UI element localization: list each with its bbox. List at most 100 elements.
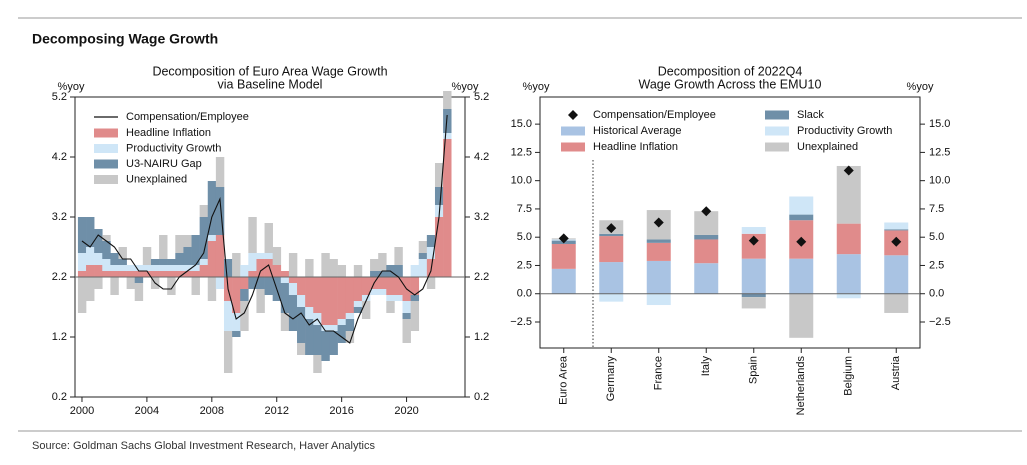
bar-segment	[646, 239, 671, 243]
bar-segment	[884, 293, 909, 313]
bar-segment	[167, 277, 176, 295]
bar-segment	[86, 277, 95, 301]
bar-segment	[321, 325, 330, 331]
bar-segment	[199, 265, 209, 277]
y-tick-label: 4.2	[52, 151, 67, 163]
x-tick-label: 2000	[70, 405, 94, 417]
bar-segment	[402, 319, 411, 343]
x-tick-label: Italy	[700, 356, 712, 377]
bar-segment	[248, 217, 257, 253]
legend-swatch	[94, 175, 118, 184]
bar-segment	[86, 217, 95, 247]
bar-segment	[232, 277, 241, 313]
bar-segment	[426, 247, 436, 259]
bar-segment	[110, 265, 119, 271]
legend-label: U3-NAIRU Gap	[126, 158, 202, 170]
bar-segment	[142, 271, 152, 277]
bar-segment	[159, 271, 168, 277]
legend-swatch	[561, 142, 585, 152]
bar-segment	[183, 271, 192, 277]
bar-segment	[426, 235, 436, 247]
bar-segment	[836, 165, 861, 224]
page-title: Decomposing Wage Growth	[32, 31, 218, 47]
bar-segment	[370, 259, 379, 271]
legend-swatch	[765, 110, 789, 120]
bar-segment	[378, 253, 387, 271]
bar-segment	[94, 265, 103, 277]
bar-segment	[110, 253, 119, 265]
bar-segment	[402, 313, 411, 319]
bar-segment	[126, 265, 136, 271]
bar-segment	[884, 229, 909, 231]
bar-segment	[102, 235, 111, 241]
bar-segment	[410, 295, 420, 301]
y-tick-label: 2.2	[52, 271, 67, 283]
y2-tick-label: 2.2	[474, 271, 489, 283]
bar-segment	[361, 295, 371, 301]
marker	[843, 165, 854, 176]
source: Source: Goldman Sachs Global Investment …	[32, 440, 375, 452]
y2-tick-label: 5.2	[474, 91, 489, 103]
bar-segment	[142, 247, 152, 265]
chart-title: Decomposition of Euro Area Wage Growth	[152, 64, 387, 78]
bar-segment	[345, 313, 355, 319]
bar-segment	[126, 271, 136, 277]
bar-segment	[191, 277, 200, 295]
bar-segment	[86, 265, 95, 277]
bar-segment	[836, 223, 861, 255]
bar-segment	[329, 331, 338, 355]
x-tick-label: Germany	[605, 356, 617, 402]
bar-segment	[215, 235, 225, 277]
bar-segment	[386, 301, 395, 313]
chart-title: via Baseline Model	[218, 77, 323, 91]
bar-segment	[741, 293, 766, 298]
bar-segment	[256, 277, 265, 289]
legend-label: Slack	[797, 109, 824, 121]
bar-segment	[599, 293, 624, 302]
x-tick-label: Euro Area	[558, 355, 570, 405]
bar-segment	[836, 293, 861, 299]
bar-segment	[353, 277, 363, 301]
bar-segment	[394, 265, 403, 277]
y2-tick-label: 10.0	[929, 175, 950, 187]
bar-segment	[191, 265, 200, 271]
y2-axis-label: %yoy	[907, 81, 934, 93]
legend-label: Historical Average	[593, 125, 681, 137]
bar-segment	[175, 235, 184, 253]
bar-segment	[110, 277, 119, 295]
bar-segment	[134, 283, 144, 301]
bar-segment	[199, 205, 209, 217]
bar-segment	[836, 254, 861, 294]
bar-segment	[305, 307, 314, 319]
bar-segment	[150, 265, 160, 271]
bar-segment	[884, 222, 909, 230]
bar-segment	[118, 265, 127, 271]
marker	[891, 236, 902, 247]
bar-segment	[321, 277, 330, 325]
bar-segment	[418, 253, 428, 259]
bar-segment	[232, 313, 241, 331]
bar-segment	[353, 307, 363, 313]
y2-tick-label: 4.2	[474, 151, 489, 163]
bar-segment	[240, 301, 249, 331]
bar-segment	[77, 217, 87, 253]
bar-segment	[345, 319, 355, 331]
bar-segment	[297, 343, 306, 355]
bar-segment	[167, 271, 176, 277]
bar-segment	[741, 297, 766, 309]
bar-segment	[646, 242, 671, 261]
bar-segment	[264, 253, 273, 259]
bar-segment	[191, 235, 200, 265]
bar-segment	[159, 265, 168, 271]
bar-segment	[248, 253, 257, 271]
y2-tick-label: 3.2	[474, 211, 489, 223]
bar-segment	[599, 233, 624, 237]
bar-segment	[288, 295, 298, 331]
legend-label: Headline Inflation	[126, 127, 211, 139]
bar-segment	[378, 277, 387, 289]
x-tick-label: Netherlands	[795, 356, 807, 416]
bar-segment	[183, 265, 192, 271]
bar-segment	[386, 277, 395, 295]
bar-segment	[741, 258, 766, 294]
x-tick-label: 2012	[264, 405, 288, 417]
